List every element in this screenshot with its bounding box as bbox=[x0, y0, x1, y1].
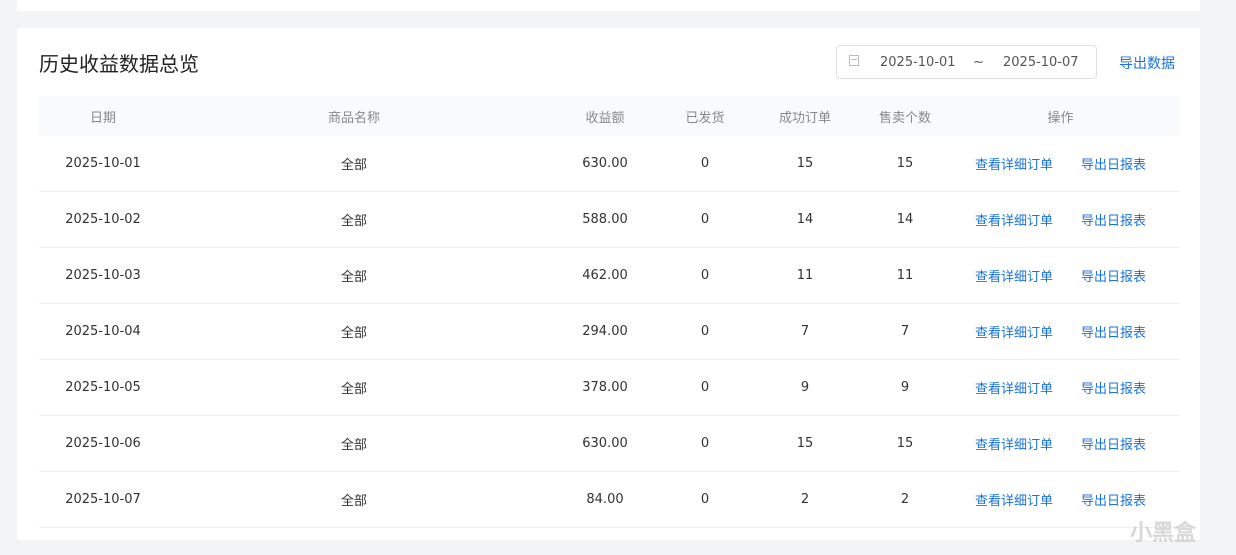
date-cell: 2025-10-01 bbox=[65, 156, 141, 171]
watermark-logo: 小黑盒 bbox=[1129, 521, 1196, 546]
product-cell: 全部 bbox=[340, 270, 367, 285]
view-orders-link[interactable]: 查看详细订单 bbox=[974, 270, 1053, 285]
sold-cell: 15 bbox=[896, 156, 914, 171]
revenue-cell: 630.00 bbox=[582, 156, 628, 171]
product-cell: 全部 bbox=[340, 326, 367, 341]
revenue-cell: 630.00 bbox=[582, 436, 628, 451]
product-cell: 全部 bbox=[340, 158, 367, 173]
orders-cell: 2 bbox=[800, 492, 810, 507]
range-separator: ~ bbox=[973, 55, 984, 70]
table-row: 2025-10-03 全部 462.00 0 11 11 查看详细订单 导出日报表 bbox=[39, 248, 1180, 304]
orders-cell: 9 bbox=[800, 380, 810, 395]
column-header-orders: 成功订单 bbox=[778, 110, 831, 126]
table-header: 日期 商品名称 收益额 已发货 成功订单 售卖个数 操作 bbox=[39, 96, 1180, 136]
column-header-date: 日期 bbox=[89, 110, 116, 126]
view-orders-link[interactable]: 查看详细订单 bbox=[974, 158, 1053, 173]
product-cell: 全部 bbox=[340, 382, 367, 397]
row-actions: 查看详细订单 导出日报表 bbox=[941, 210, 1180, 229]
table-row: 2025-10-01 全部 630.00 0 15 15 查看详细订单 导出日报表 bbox=[39, 136, 1180, 192]
export-daily-report-link[interactable]: 导出日报表 bbox=[1081, 494, 1147, 509]
shipped-cell: 0 bbox=[700, 212, 710, 227]
orders-cell: 7 bbox=[800, 324, 810, 339]
column-header-actions: 操作 bbox=[1047, 110, 1074, 126]
row-actions: 查看详细订单 导出日报表 bbox=[941, 378, 1180, 397]
row-actions: 查看详细订单 导出日报表 bbox=[941, 490, 1180, 509]
table-row: 2025-10-06 全部 630.00 0 15 15 查看详细订单 导出日报表 bbox=[39, 416, 1180, 472]
row-actions: 查看详细订单 导出日报表 bbox=[941, 322, 1180, 341]
column-header-product: 商品名称 bbox=[327, 110, 380, 126]
column-header-sold: 售卖个数 bbox=[878, 110, 931, 126]
export-daily-report-link[interactable]: 导出日报表 bbox=[1081, 270, 1147, 285]
column-header-revenue: 收益额 bbox=[585, 110, 625, 126]
sold-cell: 7 bbox=[900, 324, 910, 339]
date-cell: 2025-10-05 bbox=[65, 380, 141, 395]
date-cell: 2025-10-03 bbox=[65, 268, 141, 283]
view-orders-link[interactable]: 查看详细订单 bbox=[974, 494, 1053, 509]
shipped-cell: 0 bbox=[700, 436, 710, 451]
orders-cell: 11 bbox=[796, 268, 814, 283]
table-row: 2025-10-05 全部 378.00 0 9 9 查看详细订单 导出日报表 bbox=[39, 360, 1180, 416]
revenue-cell: 84.00 bbox=[586, 492, 624, 507]
view-orders-link[interactable]: 查看详细订单 bbox=[974, 438, 1053, 453]
product-cell: 全部 bbox=[340, 214, 367, 229]
top-card bbox=[17, 0, 1200, 11]
view-orders-link[interactable]: 查看详细订单 bbox=[974, 214, 1053, 229]
orders-cell: 14 bbox=[796, 212, 814, 227]
orders-cell: 15 bbox=[796, 436, 814, 451]
orders-cell: 15 bbox=[796, 156, 814, 171]
row-actions: 查看详细订单 导出日报表 bbox=[941, 154, 1180, 173]
table-row: 2025-10-02 全部 588.00 0 14 14 查看详细订单 导出日报表 bbox=[39, 192, 1180, 248]
page-title: 历史收益数据总览 bbox=[39, 52, 199, 76]
export-data-link[interactable]: 导出数据 bbox=[1119, 56, 1175, 72]
export-daily-report-link[interactable]: 导出日报表 bbox=[1081, 382, 1147, 397]
product-cell: 全部 bbox=[340, 438, 367, 453]
revenue-cell: 462.00 bbox=[582, 268, 628, 283]
table-row: 2025-10-04 全部 294.00 0 7 7 查看详细订单 导出日报表 bbox=[39, 304, 1180, 360]
date-cell: 2025-10-07 bbox=[65, 492, 141, 507]
revenue-cell: 294.00 bbox=[582, 324, 628, 339]
date-cell: 2025-10-02 bbox=[65, 212, 141, 227]
revenue-cell: 378.00 bbox=[582, 380, 628, 395]
revenue-cell: 588.00 bbox=[582, 212, 628, 227]
sold-cell: 9 bbox=[900, 380, 910, 395]
column-header-shipped: 已发货 bbox=[685, 110, 725, 126]
end-date-input[interactable]: 2025-10-07 bbox=[1003, 55, 1079, 70]
shipped-cell: 0 bbox=[700, 492, 710, 507]
revenue-overview-card: 历史收益数据总览 2025-10-01 ~ 2025-10-07 导出数据 日期… bbox=[17, 28, 1200, 540]
date-range-picker[interactable]: 2025-10-01 ~ 2025-10-07 bbox=[836, 45, 1097, 79]
shipped-cell: 0 bbox=[700, 156, 710, 171]
row-actions: 查看详细订单 导出日报表 bbox=[941, 434, 1180, 453]
sold-cell: 11 bbox=[896, 268, 914, 283]
shipped-cell: 0 bbox=[700, 268, 710, 283]
shipped-cell: 0 bbox=[700, 324, 710, 339]
export-daily-report-link[interactable]: 导出日报表 bbox=[1081, 214, 1147, 229]
view-orders-link[interactable]: 查看详细订单 bbox=[974, 326, 1053, 341]
sold-cell: 15 bbox=[896, 436, 914, 451]
table-row: 2025-10-07 全部 84.00 0 2 2 查看详细订单 导出日报表 bbox=[39, 472, 1180, 528]
date-cell: 2025-10-06 bbox=[65, 436, 141, 451]
export-daily-report-link[interactable]: 导出日报表 bbox=[1081, 158, 1147, 173]
shipped-cell: 0 bbox=[700, 380, 710, 395]
sold-cell: 2 bbox=[900, 492, 910, 507]
product-cell: 全部 bbox=[340, 494, 367, 509]
start-date-input[interactable]: 2025-10-01 bbox=[880, 55, 956, 70]
calendar-icon bbox=[849, 55, 859, 66]
date-cell: 2025-10-04 bbox=[65, 324, 141, 339]
sold-cell: 14 bbox=[896, 212, 914, 227]
export-daily-report-link[interactable]: 导出日报表 bbox=[1081, 438, 1147, 453]
view-orders-link[interactable]: 查看详细订单 bbox=[974, 382, 1053, 397]
revenue-table: 日期 商品名称 收益额 已发货 成功订单 售卖个数 操作 2025-10-01 全… bbox=[39, 96, 1180, 528]
export-daily-report-link[interactable]: 导出日报表 bbox=[1081, 326, 1147, 341]
row-actions: 查看详细订单 导出日报表 bbox=[941, 266, 1180, 285]
